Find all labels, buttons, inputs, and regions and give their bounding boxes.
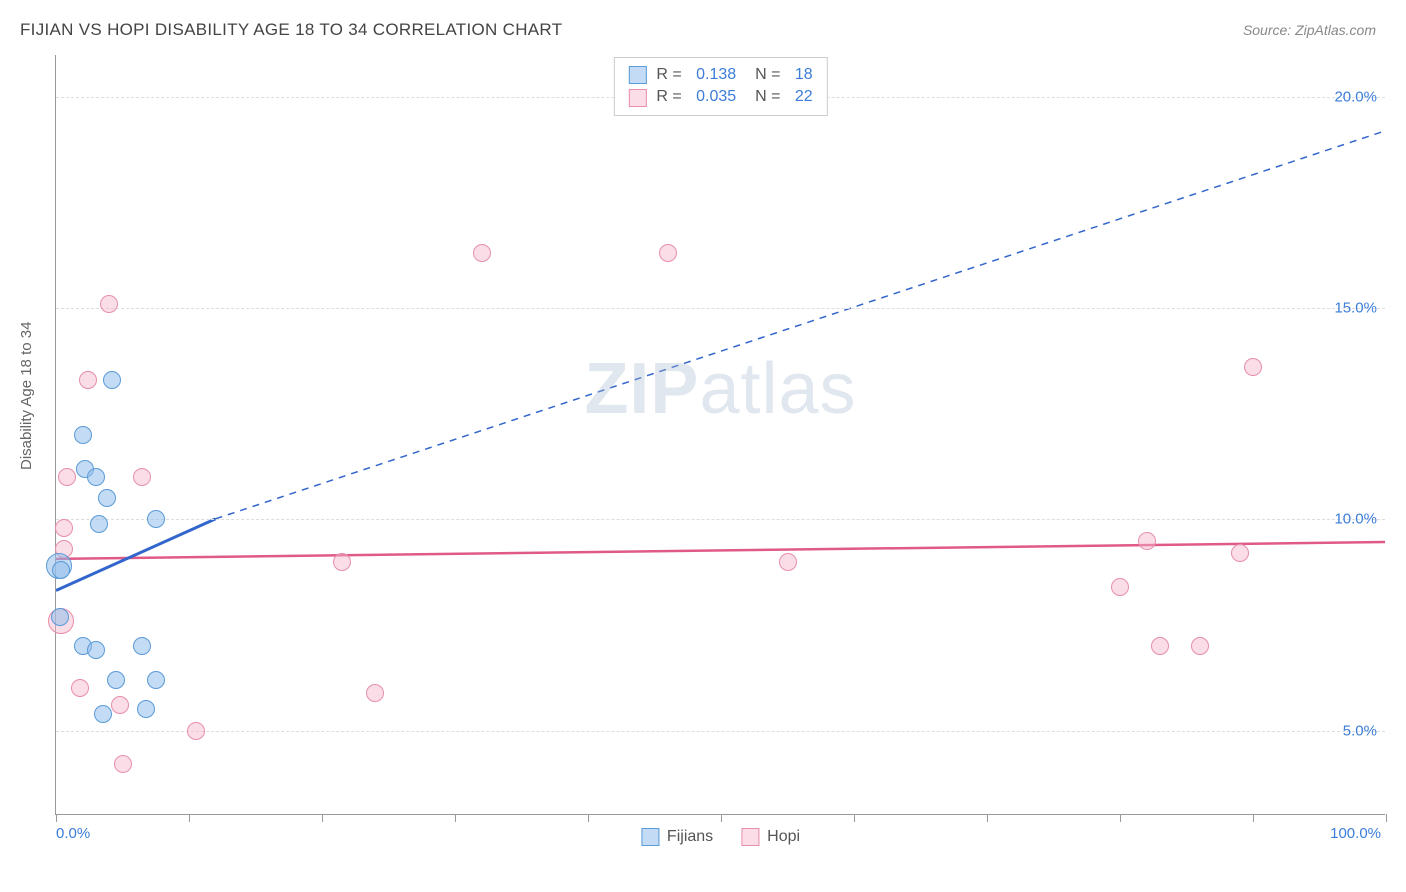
x-tick	[721, 814, 722, 822]
fijians-point	[137, 700, 155, 718]
chart-container: Disability Age 18 to 34 ZIPatlas R = 0.1…	[20, 50, 1390, 850]
x-tick	[56, 814, 57, 822]
gridline	[56, 308, 1385, 309]
fijians-point	[107, 671, 125, 689]
hopi-point	[55, 519, 73, 537]
fijians-point	[51, 608, 69, 626]
y-tick-label: 10.0%	[1334, 511, 1377, 528]
fijians-point	[147, 510, 165, 528]
hopi-point	[1244, 358, 1262, 376]
hopi-point	[133, 468, 151, 486]
hopi-point	[100, 295, 118, 313]
x-tick	[322, 814, 323, 822]
x-tick	[1386, 814, 1387, 822]
stats-row-fijians: R = 0.138 N = 18	[628, 64, 812, 86]
gridline	[56, 731, 1385, 732]
fijians-point	[87, 641, 105, 659]
fijians-point	[133, 637, 151, 655]
hopi-point	[1151, 637, 1169, 655]
y-tick-label: 15.0%	[1334, 300, 1377, 317]
fijians-point	[74, 426, 92, 444]
hopi-point	[1138, 532, 1156, 550]
x-tick-label: 0.0%	[56, 825, 90, 842]
chart-source: Source: ZipAtlas.com	[1243, 22, 1376, 38]
fijians-point	[52, 561, 70, 579]
fijians-point	[147, 671, 165, 689]
plot-area: ZIPatlas R = 0.138 N = 18 R = 0.035 N = …	[55, 55, 1385, 815]
stats-row-hopi: R = 0.035 N = 22	[628, 86, 812, 108]
fijians-point	[94, 705, 112, 723]
x-tick	[987, 814, 988, 822]
hopi-point	[79, 371, 97, 389]
chart-title: FIJIAN VS HOPI DISABILITY AGE 18 TO 34 C…	[20, 20, 562, 40]
watermark: ZIPatlas	[584, 348, 856, 430]
fijians-point	[98, 489, 116, 507]
x-tick-label: 100.0%	[1330, 825, 1381, 842]
x-tick	[1253, 814, 1254, 822]
hopi-point	[779, 553, 797, 571]
hopi-point	[659, 244, 677, 262]
swatch-pink-icon	[628, 89, 646, 107]
hopi-point	[333, 553, 351, 571]
y-tick-label: 20.0%	[1334, 89, 1377, 106]
hopi-point	[1111, 578, 1129, 596]
hopi-point	[473, 244, 491, 262]
y-axis-label: Disability Age 18 to 34	[18, 322, 35, 470]
x-tick	[588, 814, 589, 822]
hopi-point	[71, 679, 89, 697]
x-tick	[189, 814, 190, 822]
y-tick-label: 5.0%	[1343, 722, 1377, 739]
hopi-point	[1231, 544, 1249, 562]
legend-item-hopi: Hopi	[741, 828, 800, 846]
hopi-point	[366, 684, 384, 702]
gridline	[56, 519, 1385, 520]
chart-header: FIJIAN VS HOPI DISABILITY AGE 18 TO 34 C…	[0, 0, 1406, 45]
legend-item-fijians: Fijians	[641, 828, 713, 846]
series-legend: Fijians Hopi	[641, 828, 800, 846]
swatch-blue-icon	[641, 828, 659, 846]
hopi-point	[58, 468, 76, 486]
fijians-point	[87, 468, 105, 486]
stats-legend: R = 0.138 N = 18 R = 0.035 N = 22	[613, 57, 827, 116]
swatch-blue-icon	[628, 66, 646, 84]
x-tick	[455, 814, 456, 822]
x-tick	[1120, 814, 1121, 822]
hopi-point	[187, 722, 205, 740]
fijians-point	[103, 371, 121, 389]
swatch-pink-icon	[741, 828, 759, 846]
hopi-point	[1191, 637, 1209, 655]
fijians-point	[90, 515, 108, 533]
trend-lines	[56, 55, 1385, 814]
hopi-point	[114, 755, 132, 773]
hopi-point	[111, 696, 129, 714]
x-tick	[854, 814, 855, 822]
